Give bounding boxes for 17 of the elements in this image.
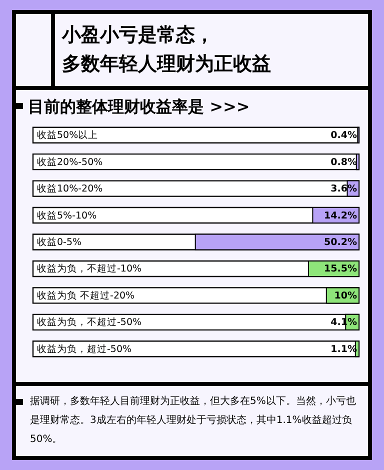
y-tick-label: 收益0-5% bbox=[37, 236, 82, 248]
y-tick-label: 收益10%-20% bbox=[37, 182, 103, 195]
y-tick-label: 收益50%以上 bbox=[37, 129, 98, 142]
y-tick-label: 收益为负，不超过-10% bbox=[37, 262, 142, 275]
y-tick-label: 收益为负 不超过-20% bbox=[37, 289, 135, 302]
y-tick-label: 收益20%-50% bbox=[37, 156, 103, 168]
chart-title: 小盈小亏是常态，多数年轻人理财为正收益 bbox=[62, 23, 271, 77]
data-label: 0.4% bbox=[330, 130, 358, 142]
data-label: 14.2% bbox=[324, 210, 358, 222]
text: 据调研，多数年轻人目前理财为正收益，但大多在5%以下。当然，小亏也是理财常态。3成左右的年轻人理财处于亏损状态，其中1.1%收益超过负50%。 bbox=[30, 394, 357, 447]
data-label: 10% bbox=[334, 290, 358, 302]
y-tick-label: 收益5%-10% bbox=[37, 209, 97, 222]
data-label: 15.5% bbox=[324, 264, 358, 275]
y-tick-label: 收益为负，超过-50% bbox=[37, 342, 132, 355]
y-tick-label: 收益为负，不超过-50% bbox=[37, 316, 142, 328]
chart-subtitle: 目前的整体理财收益率是 >>> bbox=[28, 97, 250, 118]
data-label: 50.2% bbox=[324, 237, 358, 248]
